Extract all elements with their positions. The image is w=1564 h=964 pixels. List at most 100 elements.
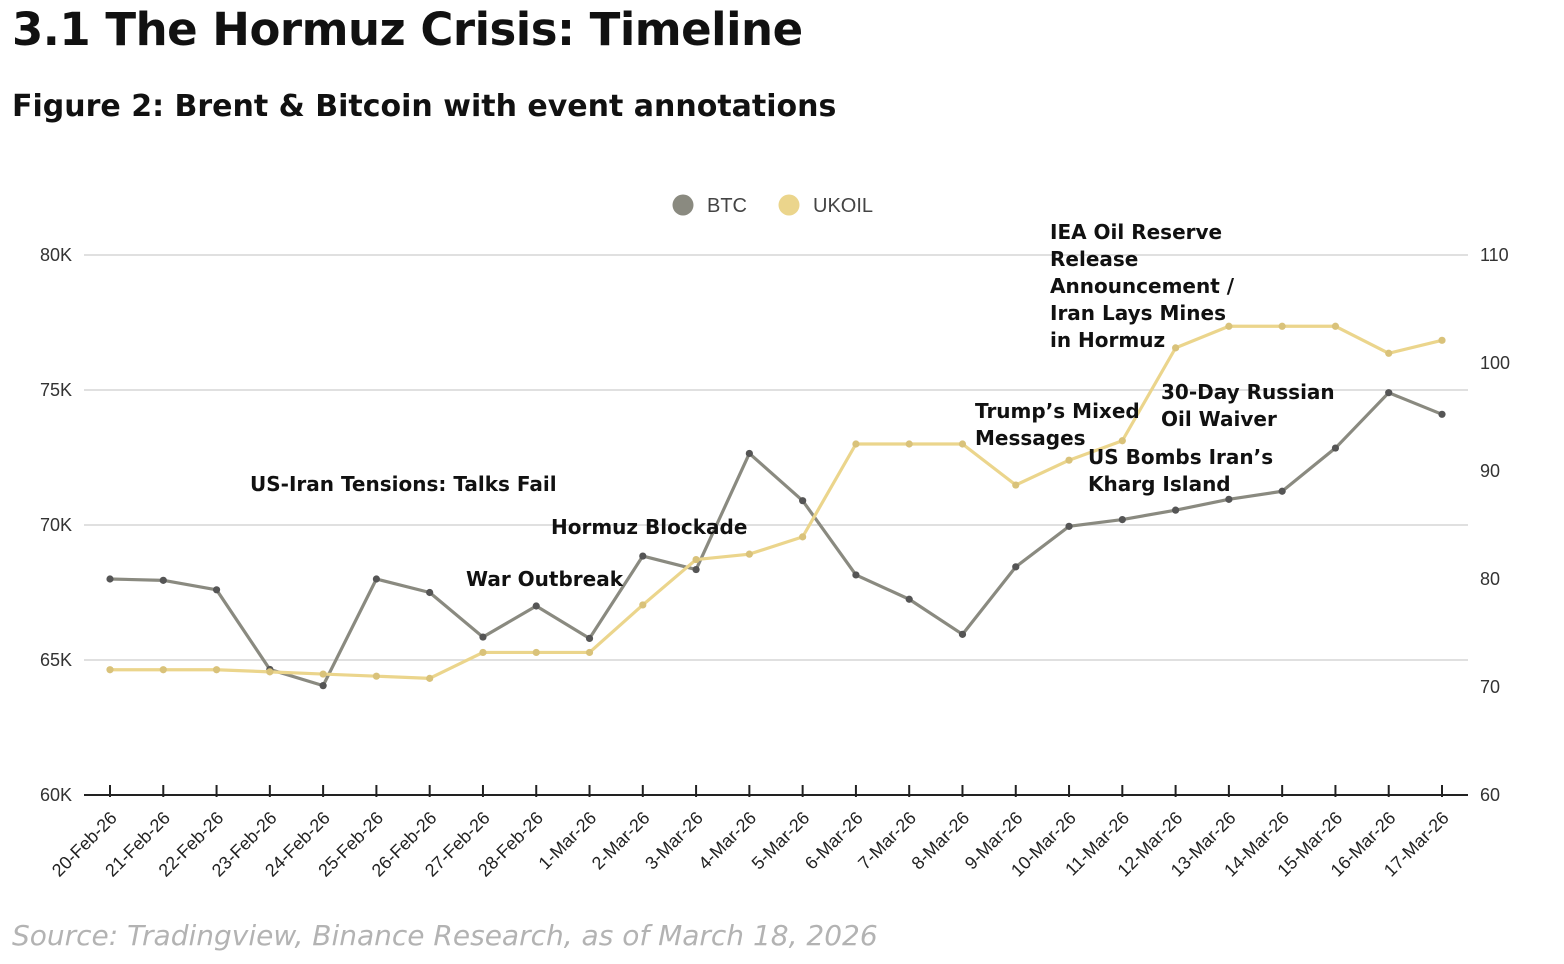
ukoil-point [692, 555, 700, 564]
btc-point [958, 630, 967, 638]
legend-ukoil-swatch [778, 194, 800, 216]
btc-point [106, 575, 114, 583]
ukoil-point [639, 601, 647, 609]
btc-point [1278, 487, 1286, 495]
x-tick-label: 3-Mar-26 [641, 808, 707, 874]
ukoil-point [745, 550, 753, 558]
btc-point [1385, 389, 1393, 397]
event-annotation: Trump’s Mixed Messages [975, 399, 1140, 450]
btc-point [745, 449, 753, 458]
left-tick-label: 70K [40, 515, 72, 535]
x-tick-label: 8-Mar-26 [908, 808, 974, 874]
right-tick-label: 70 [1480, 677, 1500, 697]
event-annotation: 30-Day Russian Oil Waiver [1161, 380, 1335, 431]
ukoil-point [266, 668, 274, 676]
ukoil-point [106, 666, 114, 674]
btc-point [852, 571, 860, 579]
event-annotation: IEA Oil Reserve Release Announcement / Iran… [1050, 220, 1235, 352]
event-annotation-line: Announcement / [1050, 274, 1235, 298]
btc-point [426, 588, 434, 597]
event-annotation-line: in Hormuz [1050, 328, 1165, 352]
x-tick-label: 1-Mar-26 [535, 808, 601, 874]
figure-title: Figure 2: Brent & Bitcoin with event ann… [12, 89, 837, 124]
event-annotation-line: Hormuz Blockade [551, 515, 747, 539]
legend-btc-label: BTC [707, 195, 747, 217]
ukoil-point [1225, 322, 1233, 330]
btc-point [1012, 563, 1020, 571]
ukoil-point [372, 672, 380, 680]
ukoil-point [1438, 336, 1446, 344]
right-tick-label: 60 [1480, 785, 1500, 805]
event-annotation-line: US-Iran Tensions: Talks Fail [250, 472, 557, 496]
right-tick-label: 100 [1480, 353, 1510, 373]
left-tick-label: 75K [40, 380, 72, 400]
event-annotation-line: War Outbreak [466, 567, 624, 591]
event-annotation: US-Iran Tensions: Talks Fail [250, 472, 557, 496]
ukoil-point [1385, 349, 1393, 357]
ukoil-point [1172, 344, 1180, 352]
btc-point [1225, 495, 1233, 503]
btc-line [108, 391, 1444, 688]
btc-point [532, 602, 540, 610]
btc-point [799, 497, 807, 505]
section-title: 3.1 The Hormuz Crisis: Timeline [12, 3, 803, 56]
left-tick-label: 60K [40, 785, 72, 805]
gridlines [84, 254, 1468, 661]
btc-point [639, 552, 647, 560]
ukoil-point [479, 648, 487, 657]
btc-point [905, 595, 913, 603]
ukoil-line [108, 324, 1444, 680]
event-annotation-line: Messages [975, 426, 1086, 450]
annotations: US-Iran Tensions: Talks Fail Hormuz Block… [250, 220, 1335, 591]
x-tick-label: 2-Mar-26 [588, 808, 654, 874]
btc-point [212, 586, 221, 594]
event-annotation: Hormuz Blockade [551, 515, 747, 539]
event-annotation: US Bombs Iran’s Kharg Island [1088, 445, 1273, 496]
legend-btc-swatch [672, 194, 694, 216]
ukoil-point [1065, 456, 1073, 464]
event-annotation-line: US Bombs Iran’s [1088, 445, 1273, 469]
btc-point [372, 575, 380, 583]
ukoil-point [585, 648, 594, 657]
event-annotation: War Outbreak [466, 567, 624, 591]
event-annotation-line: Oil Waiver [1161, 407, 1277, 431]
ukoil-point [852, 440, 860, 448]
btc-point [479, 633, 487, 641]
ukoil-point [958, 440, 967, 448]
ukoil-point [532, 648, 540, 657]
ukoil-point [799, 533, 807, 541]
ukoil-point [1331, 322, 1340, 330]
ukoil-point [905, 440, 913, 448]
ukoil-point [319, 670, 327, 678]
left-tick-label: 65K [40, 650, 72, 670]
legend-ukoil-label: UKOIL [813, 195, 873, 217]
event-annotation-line: Iran Lays Mines [1050, 301, 1226, 325]
ukoil-point [159, 666, 167, 674]
event-annotation-line: Trump’s Mixed [975, 399, 1140, 423]
ukoil-point [1278, 322, 1286, 330]
btc-point [1172, 506, 1180, 514]
right-tick-label: 110 [1480, 245, 1509, 265]
ukoil-point [1012, 481, 1020, 489]
x-tick-label: 5-Mar-26 [748, 808, 814, 874]
btc-point [319, 682, 327, 690]
legend: BTC UKOIL [672, 194, 873, 217]
x-tick-label: 4-Mar-26 [694, 808, 760, 874]
event-annotation-line: Kharg Island [1088, 472, 1231, 496]
event-annotation-line: Release [1050, 247, 1138, 271]
series [106, 322, 1446, 690]
ukoil-point [1118, 437, 1126, 445]
event-annotation-line: 30-Day Russian [1161, 380, 1335, 404]
right-tick-label: 80 [1480, 569, 1500, 589]
btc-point [1331, 444, 1340, 452]
right-tick-label: 90 [1480, 461, 1500, 481]
left-tick-label: 80K [40, 245, 72, 265]
event-annotation-line: IEA Oil Reserve [1050, 220, 1222, 244]
x-tick-label: 7-Mar-26 [854, 808, 920, 874]
source-note: Source: Tradingview, Binance Research, a… [12, 919, 878, 952]
btc-point [1065, 522, 1073, 530]
btc-point [1118, 516, 1126, 524]
ukoil-point [212, 666, 221, 674]
